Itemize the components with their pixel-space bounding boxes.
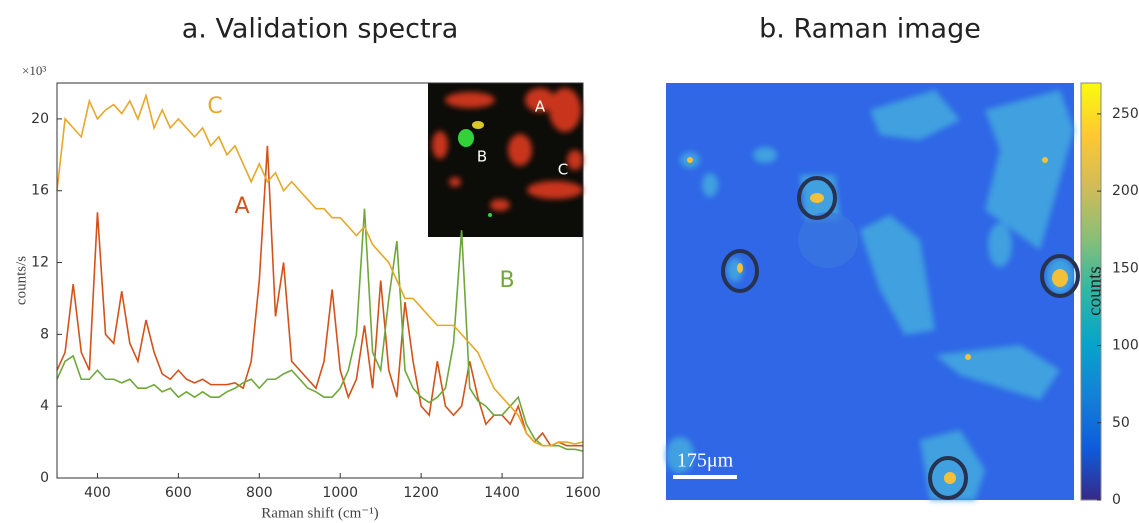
series-label: A (234, 194, 249, 219)
inset-image (428, 83, 583, 237)
y-tick-label: 12 (31, 255, 49, 271)
x-tick-label: 1600 (565, 485, 601, 501)
colorbar-tick-label: 200 (1112, 183, 1139, 199)
y-tick-label: 0 (40, 470, 49, 486)
y-tick-label: 20 (31, 111, 49, 127)
series-label: B (499, 268, 514, 293)
raman-image (666, 83, 1080, 500)
inset-label: A (535, 98, 546, 116)
x-tick-label: 1000 (322, 485, 358, 501)
y-tick-label: 8 (40, 326, 49, 342)
colorbar-tick-label: 100 (1112, 338, 1139, 354)
colorbar-label: counts (1084, 266, 1105, 316)
x-axis-label: Raman shift (cm⁻¹) (261, 505, 378, 521)
colorbar-tick-label: 250 (1112, 106, 1139, 122)
series-line (56, 208, 584, 452)
series-line (56, 92, 584, 447)
x-tick-label: 600 (165, 485, 192, 501)
y-tick-label: 4 (40, 398, 49, 414)
y-axis-label: counts/s (13, 256, 29, 305)
inset-label: B (477, 148, 487, 166)
y-multiplier: ×10³ (22, 63, 46, 78)
colorbar (1080, 82, 1102, 501)
x-tick-label: 1400 (484, 485, 520, 501)
colorbar-tick-label: 50 (1112, 415, 1130, 431)
panel-title: a. Validation spectra (182, 14, 459, 45)
scale-bar-label: 175μm (677, 450, 734, 472)
colorbar-tick-label: 0 (1112, 492, 1121, 508)
plot-frame (56, 82, 584, 479)
panel-title: b. Raman image (759, 14, 981, 45)
series-label: C (207, 94, 222, 119)
x-tick-label: 1200 (403, 485, 439, 501)
x-tick-label: 400 (84, 485, 111, 501)
inset-label: C (558, 161, 568, 179)
x-tick-label: 800 (246, 485, 273, 501)
y-tick-label: 16 (31, 183, 49, 199)
colorbar-tick-label: 150 (1112, 260, 1139, 276)
